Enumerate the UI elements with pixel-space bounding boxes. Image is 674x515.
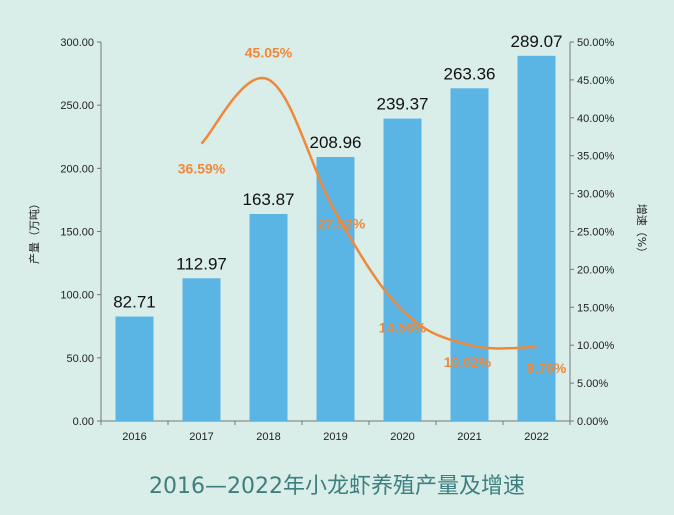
bars <box>115 55 556 422</box>
y-tick-label: 50.00 <box>66 353 94 365</box>
y2-tick-label: 5.00% <box>577 378 608 390</box>
bar <box>115 316 154 421</box>
y2-tick-label: 0.00% <box>577 416 608 428</box>
y-tick-label: 150.00 <box>60 227 94 239</box>
growth-rate-label: 9.76% <box>527 360 567 376</box>
bar-value-label: 112.97 <box>176 254 227 273</box>
bar <box>249 213 288 421</box>
y2-tick-label: 10.00% <box>577 340 615 352</box>
growth-rate-label: 10.02% <box>444 354 492 370</box>
y2-tick-label: 30.00% <box>577 189 615 201</box>
growth-rate-line <box>200 76 537 350</box>
chart-title: 2016—2022年小龙虾养殖产量及增速 <box>149 474 525 499</box>
bar-value-label: 82.71 <box>113 293 156 312</box>
y2-tick-label: 20.00% <box>577 264 615 276</box>
bar-value-label: 163.87 <box>243 190 295 209</box>
bar <box>316 157 355 422</box>
y2-tick-label: 15.00% <box>577 302 615 314</box>
y2-tick-label: 50.00% <box>577 37 615 49</box>
bar-value-label: 263.36 <box>444 64 496 83</box>
y-tick-label: 0.00 <box>73 416 94 428</box>
bar <box>182 278 221 421</box>
bar-value-label: 289.07 <box>511 32 563 51</box>
y2-tick-label: 25.00% <box>577 227 615 239</box>
x-tick-label: 2016 <box>122 431 146 443</box>
x-tick-label: 2022 <box>524 431 548 443</box>
y-tick-label: 300.00 <box>60 37 94 49</box>
y-tick-label: 200.00 <box>60 163 94 175</box>
y2-tick-label: 35.00% <box>577 151 615 163</box>
growth-line-layer: 36.59% 45.05% 27.52% 14.56% 10.02% 9.76% <box>178 45 567 376</box>
growth-rate-label: 36.59% <box>178 161 226 177</box>
bar-value-label: 239.37 <box>377 95 429 114</box>
growth-rate-label: 14.56% <box>379 320 427 336</box>
y2-tick-label: 45.00% <box>577 75 615 87</box>
growth-rate-label: 27.52% <box>318 215 366 231</box>
bar-labels: 82.71 112.97 163.87 208.96 239.37 263.36 289.0… <box>113 32 562 312</box>
x-tick-label: 2018 <box>256 431 280 443</box>
x-tick-label: 2020 <box>390 431 414 443</box>
y2-axis-title: 增速（%） <box>635 204 649 258</box>
x-tick-label: 2019 <box>323 431 347 443</box>
bar <box>450 88 489 421</box>
y-tick-label: 100.00 <box>60 290 94 302</box>
x-tick-label: 2017 <box>189 431 213 443</box>
bar-value-label: 208.96 <box>310 133 362 152</box>
growth-rate-label: 45.05% <box>245 45 293 61</box>
y-axis-title: 产量（万吨） <box>27 198 41 264</box>
axes: 0.00 50.00 100.00 150.00 200.00 250.00 300.00 0… <box>60 37 614 443</box>
y-tick-label: 250.00 <box>60 100 94 112</box>
bar <box>517 55 556 422</box>
bar <box>383 118 422 422</box>
x-tick-label: 2021 <box>457 431 481 443</box>
y2-tick-label: 40.00% <box>577 113 615 125</box>
